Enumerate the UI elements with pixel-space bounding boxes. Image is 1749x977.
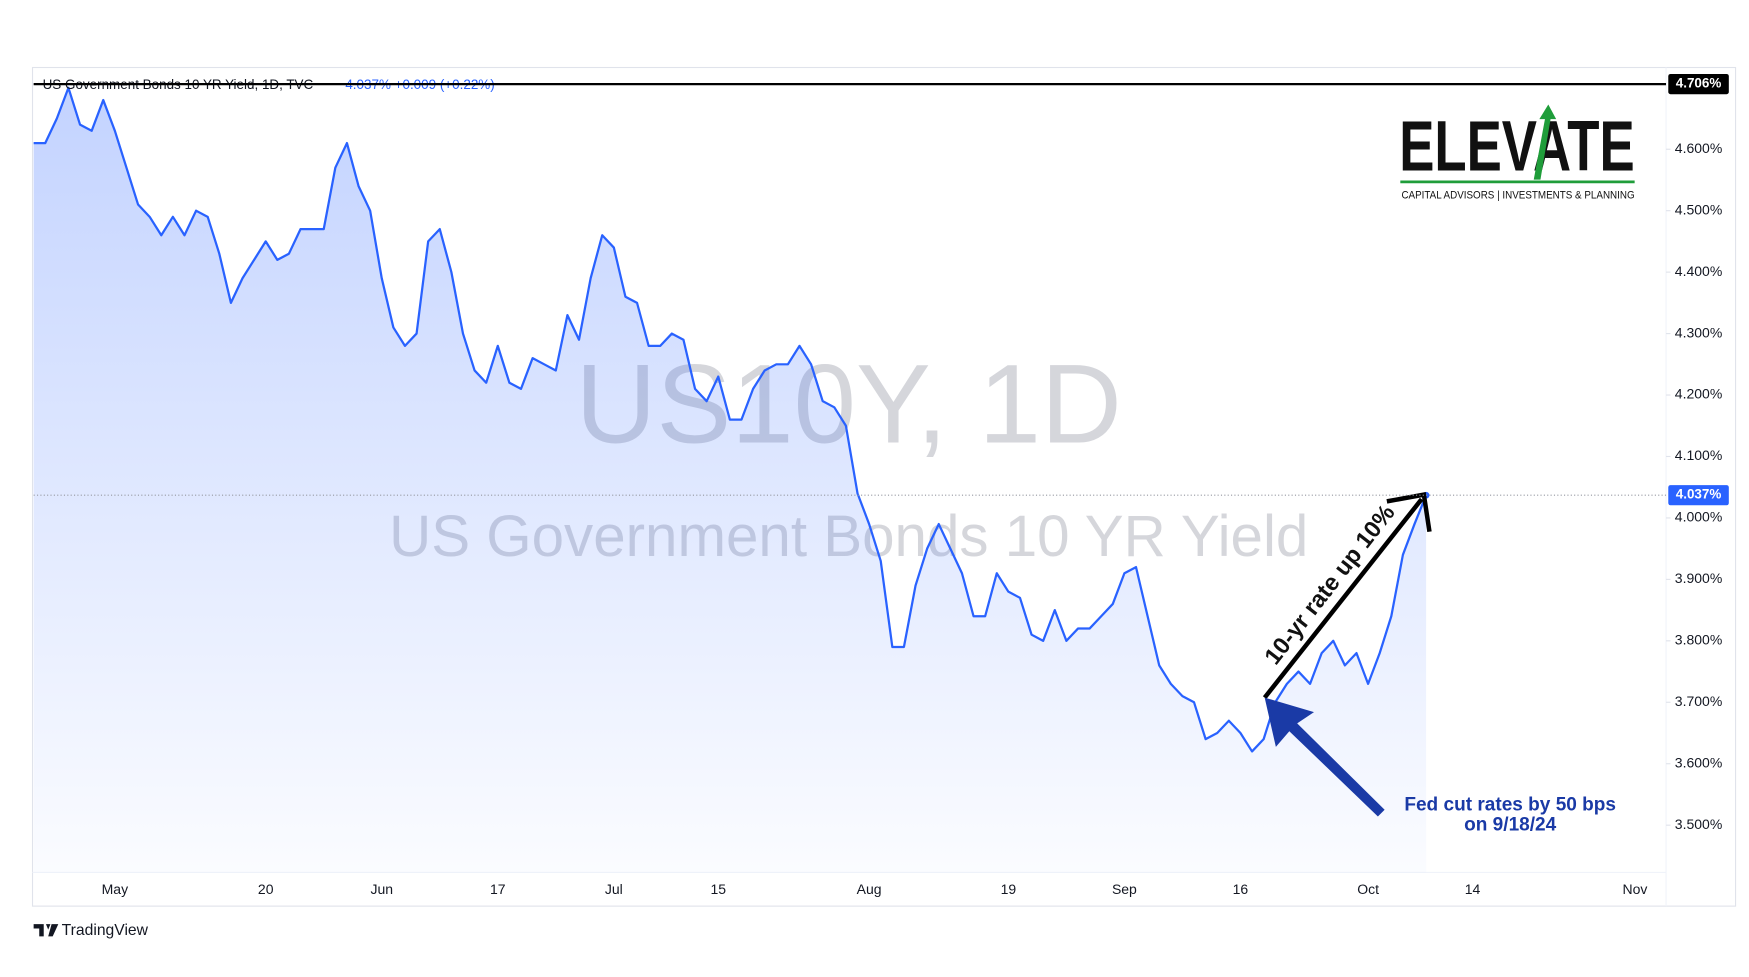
x-tick-label: Aug — [857, 881, 882, 897]
high-label-box — [1668, 74, 1729, 95]
x-tick-label: 17 — [490, 881, 506, 897]
fed-annotation: Fed cut rates by 50 bps — [1404, 794, 1616, 815]
last-label-box — [1668, 485, 1729, 506]
y-tick-label: 4.600% — [1675, 140, 1722, 156]
logo-tagline: CAPITAL ADVISORS | INVESTMENTS & PLANNIN… — [1401, 189, 1634, 201]
y-tick-label: 3.600% — [1675, 754, 1722, 770]
x-tick-label: 19 — [1001, 881, 1017, 897]
line — [33, 86, 1428, 753]
y-tick-label: 4.000% — [1675, 509, 1722, 525]
logo-arrow — [1533, 104, 1557, 180]
y-tick-label: 3.500% — [1675, 816, 1722, 832]
x-tick-label: Jun — [370, 881, 393, 897]
y-tick-label: 3.800% — [1675, 632, 1722, 648]
y-tick-label: 3.900% — [1675, 570, 1722, 586]
logo-name: ELEVATE — [1399, 107, 1634, 187]
x-tick-label: May — [102, 881, 128, 897]
plot — [33, 86, 1430, 873]
y-tick-label: 4.200% — [1675, 386, 1722, 402]
x-tick-label: Sep — [1112, 881, 1137, 897]
y-tick-label: 3.700% — [1675, 693, 1722, 709]
tradingview-brand: TradingView — [33, 922, 149, 939]
x-tick-label: 14 — [1465, 881, 1481, 897]
fed-cut-arrow — [1264, 697, 1385, 817]
tradingview-icon — [33, 924, 59, 937]
x-tick-label: Jul — [605, 881, 623, 897]
x-tick-label: 20 — [258, 881, 274, 897]
footer: TradingView — [62, 922, 149, 939]
rise-arrow-shaft — [1262, 497, 1424, 699]
area — [33, 87, 1427, 873]
high-label: 4.706% — [1676, 76, 1722, 91]
y-tick-label: 4.400% — [1675, 263, 1722, 279]
x-tick-label: Oct — [1357, 881, 1379, 897]
chart-frame — [31, 66, 1737, 907]
y-tick-label: 4.100% — [1675, 447, 1722, 463]
x-tick-label: Nov — [1623, 881, 1648, 897]
y-tick-label: 4.500% — [1675, 201, 1722, 217]
logo: ELEVATE CAPITAL ADVISORS | INVESTMENTS &… — [1399, 104, 1635, 201]
last-label: 4.037% — [1676, 487, 1722, 502]
x-tick-label: 15 — [710, 881, 726, 897]
y-tick-label: 4.300% — [1675, 324, 1722, 340]
fed-annotation-date: on 9/18/24 — [1464, 814, 1557, 835]
x-tick-label: 16 — [1233, 881, 1249, 897]
